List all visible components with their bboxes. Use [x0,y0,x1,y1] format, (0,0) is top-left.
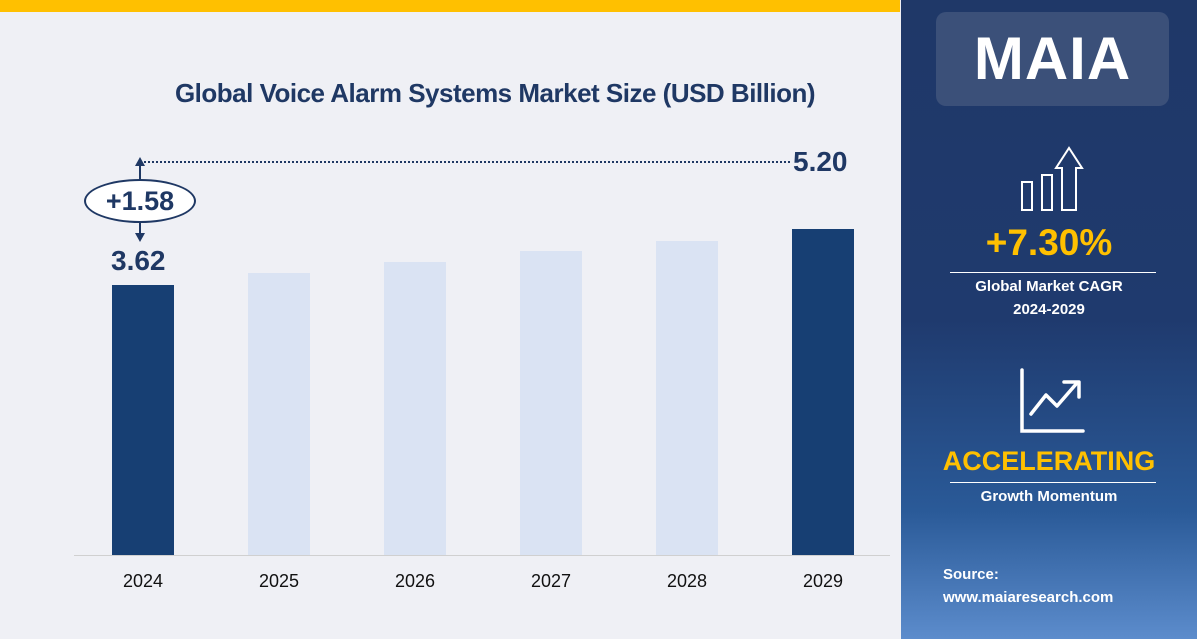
arrow-up-icon [135,157,145,166]
divider [950,272,1156,273]
dotted-reference-line [140,161,790,163]
x-tick-label: 2025 [258,571,300,591]
bar-chart-arrow-icon [1021,146,1084,211]
source-label: Source: [943,566,999,583]
arrow-down-icon [135,233,145,242]
bar-2028 [656,241,718,555]
bar-2027 [520,251,582,555]
cagr-period: 2024-2029 [1013,301,1085,318]
x-axis [74,555,890,556]
line-chart-trend-icon [1020,368,1085,433]
difference-badge: +1.58 [84,179,196,223]
source-url: www.maiaresearch.com [943,589,1114,606]
x-tick-label: 2029 [802,571,844,591]
bar-2029 [792,229,854,555]
x-tick-label: 2027 [530,571,572,591]
sidebar-panel: MAIA +7.30% Global Market CAGR 2024-2029… [901,0,1197,639]
momentum-value: ACCELERATING [942,446,1156,476]
bar-2025 [248,273,310,555]
x-tick-label: 2028 [666,571,708,591]
bar-2026 [384,262,446,555]
maia-logo: MAIA [936,12,1169,106]
top-accent-bar [0,0,900,12]
momentum-label: Growth Momentum [980,488,1118,505]
value-label-2024: 3.62 [111,245,166,276]
cagr-value: +7.30% [985,222,1113,263]
cagr-label: Global Market CAGR [975,278,1123,295]
x-tick-label: 2024 [122,571,164,591]
difference-arrow-line-top [139,163,141,181]
divider [950,482,1156,483]
value-label-2029: 5.20 [793,146,848,177]
difference-arrow-line-bottom [139,219,141,235]
bar-2024 [112,285,174,555]
x-tick-label: 2026 [394,571,436,591]
chart-title: Global Voice Alarm Systems Market Size (… [174,78,816,108]
